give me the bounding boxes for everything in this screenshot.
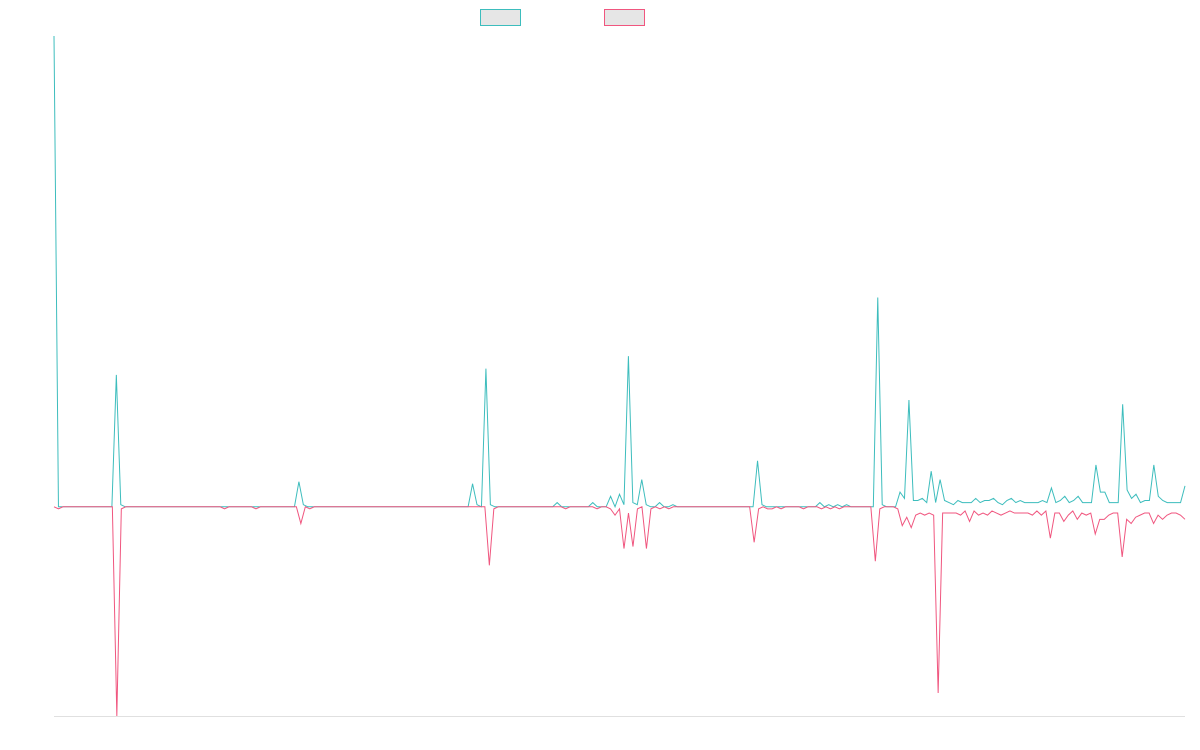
legend-swatch-series-2[interactable] bbox=[604, 9, 645, 26]
series-1-line bbox=[53, 35, 1186, 509]
series-layer bbox=[53, 35, 1186, 717]
legend bbox=[480, 9, 645, 26]
series-2-line bbox=[53, 506, 1186, 717]
legend-swatch-series-1[interactable] bbox=[480, 9, 521, 26]
